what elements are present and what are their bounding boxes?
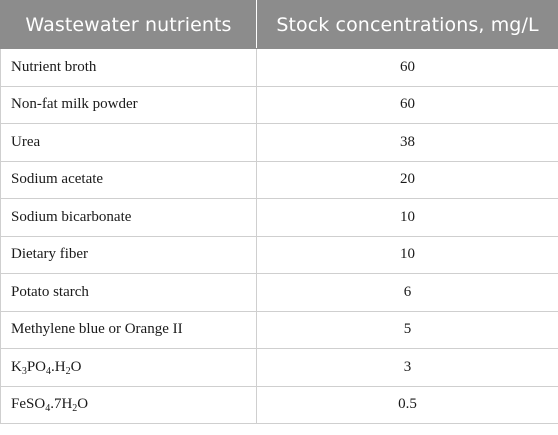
table-row: Methylene blue or Orange II 5 — [0, 310, 558, 349]
nutrient-name: Urea — [0, 123, 257, 162]
formula-segment: .7H — [50, 396, 73, 413]
formula-segment: PO — [26, 358, 47, 375]
table-row: Nutrient broth 60 — [0, 48, 558, 87]
formula-subscript: 2 — [72, 403, 78, 415]
formula-subscript: 2 — [65, 365, 71, 377]
formula-subscript: 4 — [45, 403, 51, 415]
table-header-row: Wastewater nutrients Stock concentration… — [0, 0, 558, 49]
table-row: Potato starch 6 — [0, 273, 558, 312]
nutrient-name: Methylene blue or Orange II — [0, 310, 257, 349]
table-row: Sodium acetate 20 — [0, 160, 558, 199]
concentration-value: 10 — [256, 198, 558, 237]
table-row: Dietary fiber 10 — [0, 235, 558, 274]
table-row: Urea 38 — [0, 123, 558, 162]
nutrient-name: Sodium acetate — [0, 160, 257, 199]
table-row: Sodium bicarbonate 10 — [0, 198, 558, 237]
concentration-value: 60 — [256, 85, 558, 124]
nutrients-table: Wastewater nutrients Stock concentration… — [0, 0, 558, 424]
formula-subscript: 3 — [21, 365, 27, 377]
nutrient-name: Non-fat milk powder — [0, 85, 257, 124]
concentration-value: 0.5 — [256, 385, 558, 424]
nutrient-name: Nutrient broth — [0, 48, 257, 87]
formula-segment: .H — [51, 358, 66, 375]
nutrient-name: Potato starch — [0, 273, 257, 312]
concentration-value: 5 — [256, 310, 558, 349]
concentration-value: 38 — [256, 123, 558, 162]
nutrient-name: Sodium bicarbonate — [0, 198, 257, 237]
formula-segment: K — [11, 358, 22, 375]
nutrient-name-formula: FeSO4.7H2O — [0, 385, 257, 424]
concentration-value: 20 — [256, 160, 558, 199]
nutrient-name: Dietary fiber — [0, 235, 257, 274]
table-row: Non-fat milk powder 60 — [0, 85, 558, 124]
formula-subscript: 4 — [46, 365, 52, 377]
concentration-value: 3 — [256, 348, 558, 387]
formula-segment: FeSO — [11, 396, 46, 413]
header-wastewater-nutrients: Wastewater nutrients — [0, 0, 257, 49]
header-stock-concentrations: Stock concentrations, mg/L — [256, 0, 558, 49]
concentration-value: 6 — [256, 273, 558, 312]
concentration-value: 60 — [256, 48, 558, 87]
table-row: FeSO4.7H2O 0.5 — [0, 385, 558, 424]
table-row: K3PO4.H2O 3 — [0, 348, 558, 387]
formula-segment: O — [70, 358, 82, 375]
nutrient-name-formula: K3PO4.H2O — [0, 348, 257, 387]
formula-segment: O — [77, 396, 89, 413]
concentration-value: 10 — [256, 235, 558, 274]
